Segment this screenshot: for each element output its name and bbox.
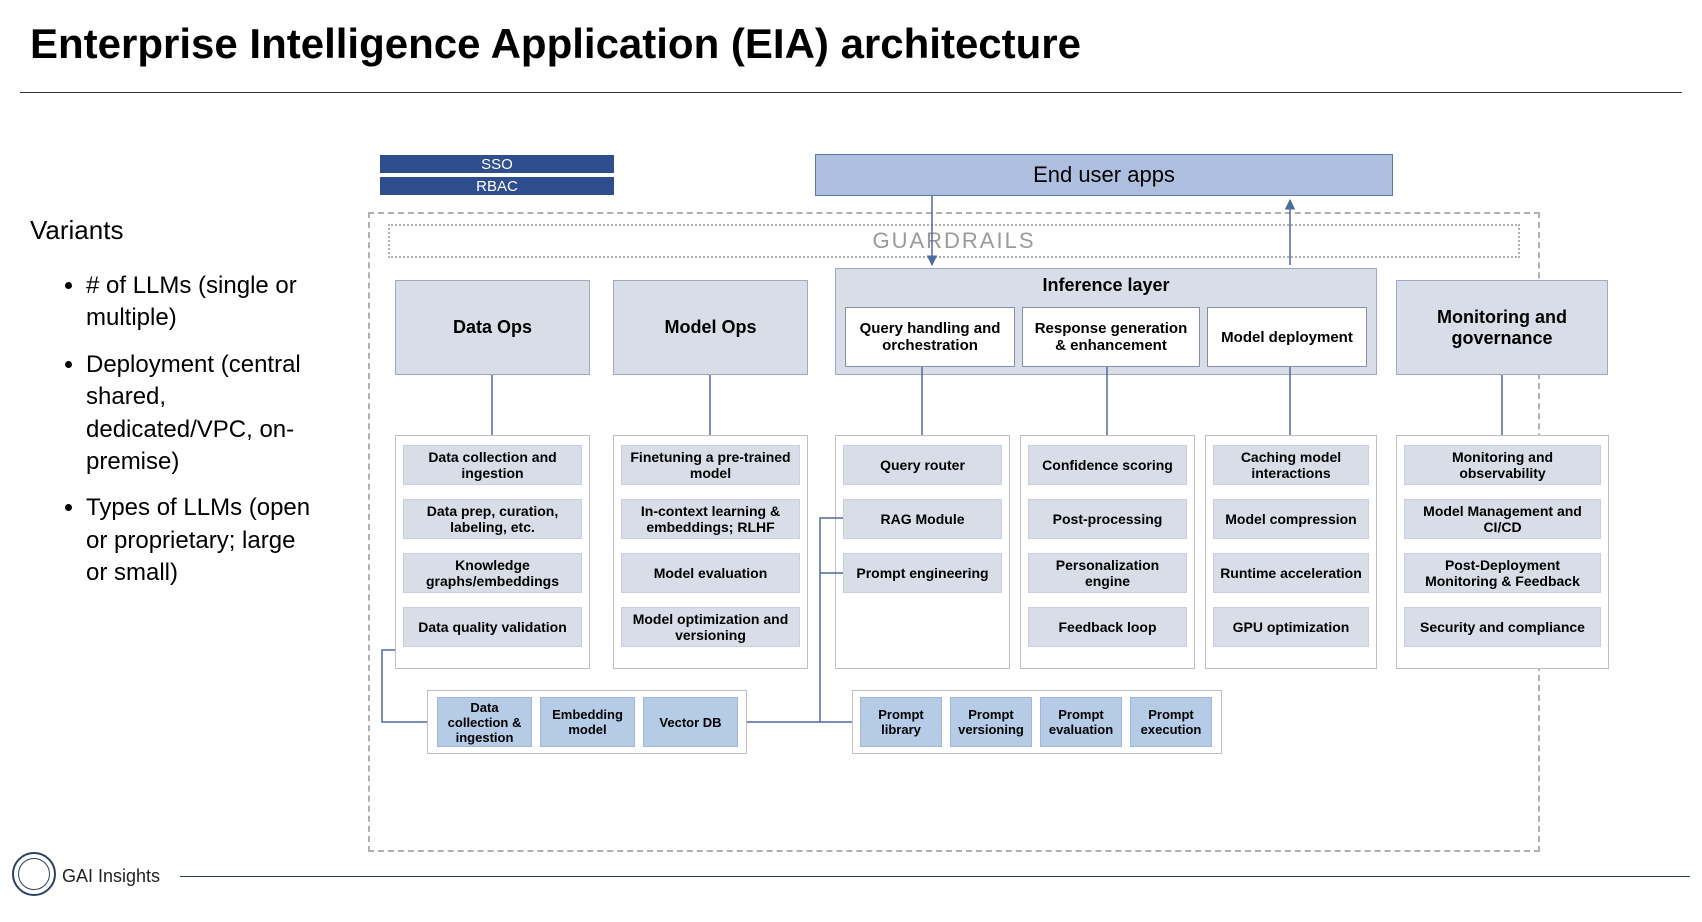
item-monitoring: Post-Deployment Monitoring & Feedback [1404, 553, 1601, 593]
variants-list: # of LLMs (single or multiple) Deploymen… [62, 270, 322, 604]
item-response: Personalization engine [1028, 553, 1187, 593]
variant-item: # of LLMs (single or multiple) [86, 270, 322, 335]
logo-rule [180, 876, 1690, 877]
item-data-ops: Data prep, curation, labeling, etc. [403, 499, 582, 539]
item-deploy: Caching model interactions [1213, 445, 1369, 485]
item-deploy: Model compression [1213, 499, 1369, 539]
section-data-ops: Data Ops [395, 280, 590, 375]
variants-heading: Variants [30, 215, 123, 246]
blue-item-left: Vector DB [643, 697, 738, 747]
page-title: Enterprise Intelligence Application (EIA… [30, 20, 1081, 68]
item-response: Confidence scoring [1028, 445, 1187, 485]
item-data-ops: Data quality validation [403, 607, 582, 647]
item-model-ops: Finetuning a pre-trained model [621, 445, 800, 485]
blue-item-right: Prompt versioning [950, 697, 1032, 747]
logo-icon [18, 858, 50, 890]
variant-item: Deployment (central shared, dedicated/VP… [86, 349, 322, 479]
subsection-response: Response generation & enhancement [1022, 307, 1200, 367]
item-model-ops: In-context learning & embeddings; RLHF [621, 499, 800, 539]
item-monitoring: Model Management and CI/CD [1404, 499, 1601, 539]
subsection-query: Query handling and orchestration [845, 307, 1015, 367]
item-deploy: GPU optimization [1213, 607, 1369, 647]
subsection-deploy: Model deployment [1207, 307, 1367, 367]
end-user-apps: End user apps [815, 154, 1393, 196]
blue-item-left: Data collection & ingestion [437, 697, 532, 747]
item-model-ops: Model evaluation [621, 553, 800, 593]
blue-item-right: Prompt evaluation [1040, 697, 1122, 747]
section-monitoring: Monitoring and governance [1396, 280, 1608, 375]
item-response: Feedback loop [1028, 607, 1187, 647]
item-query: RAG Module [843, 499, 1002, 539]
item-query: Prompt engineering [843, 553, 1002, 593]
item-deploy: Runtime acceleration [1213, 553, 1369, 593]
item-monitoring: Monitoring and observability [1404, 445, 1601, 485]
item-data-ops: Data collection and ingestion [403, 445, 582, 485]
item-response: Post-processing [1028, 499, 1187, 539]
blue-item-right: Prompt library [860, 697, 942, 747]
pill-sso: SSO [380, 155, 614, 173]
item-query: Query router [843, 445, 1002, 485]
item-monitoring: Security and compliance [1404, 607, 1601, 647]
variant-item: Types of LLMs (open or proprietary; larg… [86, 492, 322, 589]
pill-rbac: RBAC [380, 177, 614, 195]
blue-item-left: Embedding model [540, 697, 635, 747]
guardrails-label: GUARDRAILS [388, 224, 1520, 258]
slide: Enterprise Intelligence Application (EIA… [0, 0, 1702, 922]
item-data-ops: Knowledge graphs/embeddings [403, 553, 582, 593]
item-model-ops: Model optimization and versioning [621, 607, 800, 647]
logo-text: GAI Insights [62, 866, 160, 887]
title-rule [20, 92, 1682, 93]
section-model-ops: Model Ops [613, 280, 808, 375]
blue-item-right: Prompt execution [1130, 697, 1212, 747]
